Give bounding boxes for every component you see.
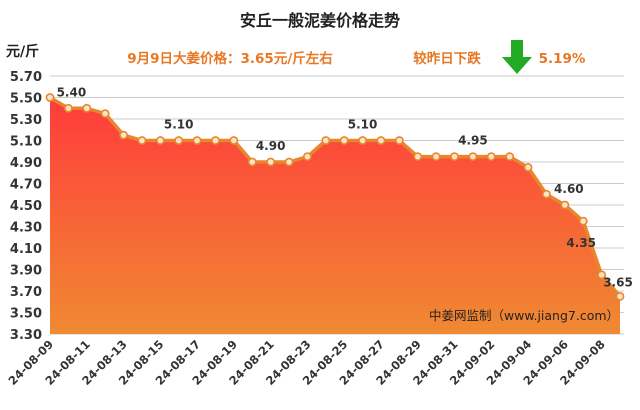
data-point (266, 157, 276, 167)
data-point (63, 103, 73, 113)
y-tick-label: 5.30 (10, 113, 42, 128)
data-point (174, 136, 184, 145)
data-point (413, 152, 423, 162)
area-fill (50, 97, 620, 334)
data-labels: 5.40 5.10 4.90 5.10 4.95 4.60 4.35 3.65 (57, 85, 633, 289)
y-tick-label: 4.10 (10, 242, 42, 257)
y-tick-label: 4.90 (10, 156, 42, 171)
data-points (45, 93, 625, 301)
watermark: 中姜网监制（www.jiang7.com） (429, 308, 619, 323)
data-point (505, 152, 515, 162)
data-label: 5.10 (164, 118, 194, 132)
y-tick-label: 3.30 (10, 328, 42, 343)
data-point (523, 162, 533, 172)
data-point (376, 136, 386, 145)
data-point (303, 152, 312, 162)
y-tick-label: 3.50 (10, 307, 42, 322)
y-tick-label: 5.10 (10, 135, 42, 150)
data-label: 4.90 (256, 139, 286, 153)
data-point (192, 136, 202, 145)
data-point (229, 136, 239, 145)
y-tick-label: 4.70 (10, 178, 42, 193)
change-value: 5.19% (539, 51, 586, 67)
data-point (211, 136, 220, 145)
data-point (100, 109, 110, 119)
data-label: 4.95 (458, 134, 488, 148)
y-tick-label: 4.30 (10, 221, 42, 236)
data-point (486, 152, 496, 162)
y-tick-label: 3.70 (10, 285, 42, 300)
y-axis-ticks: 5.70 5.50 5.30 5.10 4.90 4.70 4.50 4.30 4.10 3.90… (10, 70, 42, 343)
data-point (431, 152, 441, 162)
data-point (119, 130, 128, 140)
data-point (578, 216, 588, 226)
change-note: 较昨日下跌 (413, 50, 481, 67)
y-axis-unit: 元/斤 (6, 43, 39, 60)
y-tick-label: 5.50 (10, 92, 42, 107)
data-point (321, 136, 331, 145)
arrow-down-icon (502, 40, 532, 74)
data-point (560, 200, 570, 210)
data-point (155, 136, 165, 145)
y-tick-label: 3.90 (10, 264, 42, 279)
data-point (394, 136, 404, 145)
data-point (450, 152, 459, 162)
data-point (284, 157, 294, 167)
price-area (49, 95, 622, 334)
data-point (597, 270, 607, 280)
data-point (358, 136, 367, 145)
data-point (542, 189, 551, 199)
data-point (82, 103, 92, 113)
y-tick-label: 5.70 (10, 70, 42, 85)
data-point (247, 157, 257, 167)
data-label: 4.35 (566, 236, 596, 250)
data-label: 5.40 (57, 85, 87, 99)
data-point (137, 136, 147, 145)
y-tick-label: 4.50 (10, 199, 42, 214)
data-label: 3.65 (603, 275, 633, 289)
x-axis-ticks: 24-08-0924-08-1124-08-1324-08-1524-08-17… (6, 337, 608, 388)
data-point (339, 136, 349, 145)
chart-title: 安丘一般泥姜价格走势 (240, 11, 400, 30)
data-label: 4.60 (554, 182, 584, 196)
data-label: 5.10 (348, 118, 378, 132)
price-note: 9月9日大姜价格：3.65元/斤左右 (127, 50, 333, 67)
data-point (615, 291, 625, 301)
data-point (468, 152, 478, 162)
data-point (45, 93, 55, 102)
